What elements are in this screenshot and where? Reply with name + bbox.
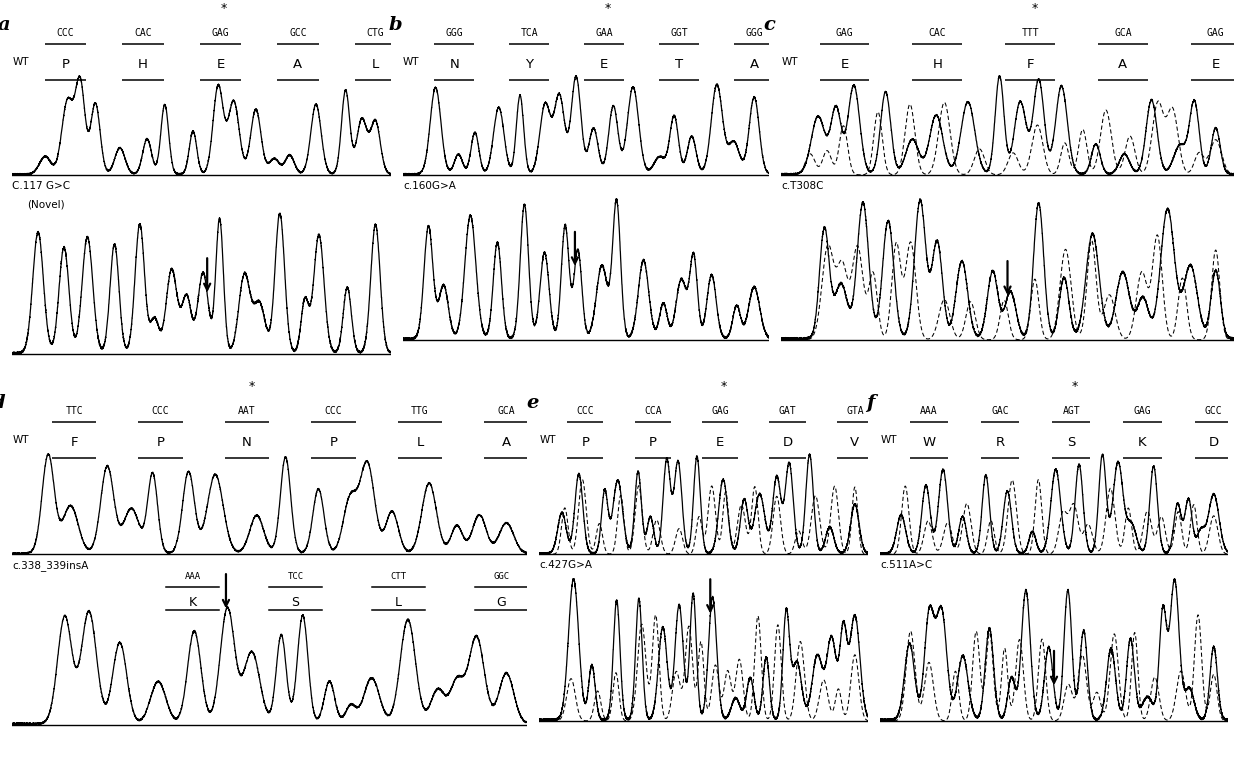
Text: GCA: GCA	[1114, 27, 1132, 38]
Text: S: S	[1068, 436, 1075, 449]
Text: *: *	[720, 380, 727, 393]
Text: GAG: GAG	[1207, 27, 1225, 38]
Text: CCA: CCA	[644, 406, 662, 416]
Text: GAT: GAT	[779, 406, 796, 416]
Text: WT: WT	[781, 56, 797, 66]
Text: c.T308C: c.T308C	[781, 181, 823, 191]
Text: GAC: GAC	[991, 406, 1009, 416]
Text: H: H	[138, 58, 148, 71]
Text: AGT: AGT	[1063, 406, 1080, 416]
Text: D: D	[1209, 436, 1219, 449]
Text: T: T	[675, 58, 683, 71]
Text: E: E	[841, 58, 848, 71]
Text: GAG: GAG	[712, 406, 729, 416]
Text: N: N	[449, 58, 459, 71]
Text: D: D	[782, 436, 792, 449]
Text: A: A	[1118, 58, 1127, 71]
Text: WT: WT	[12, 435, 29, 445]
Text: CAC: CAC	[929, 27, 946, 38]
Text: C.117 G>C: C.117 G>C	[12, 181, 71, 191]
Text: AAA: AAA	[920, 406, 937, 416]
Text: A: A	[750, 58, 759, 71]
Text: c: c	[763, 16, 775, 34]
Text: G: G	[496, 596, 506, 609]
Text: c.160G>A: c.160G>A	[403, 181, 456, 191]
Text: GCC: GCC	[1205, 406, 1223, 416]
Text: K: K	[188, 596, 197, 609]
Text: TTT: TTT	[1022, 27, 1039, 38]
Text: *: *	[1071, 380, 1078, 393]
Text: AAT: AAT	[238, 406, 255, 416]
Text: GCA: GCA	[497, 406, 516, 416]
Text: e: e	[526, 394, 538, 412]
Text: L: L	[372, 58, 379, 71]
Text: CTT: CTT	[391, 572, 407, 581]
Text: WT: WT	[539, 435, 556, 445]
Text: E: E	[715, 436, 724, 449]
Text: A: A	[502, 436, 511, 449]
Text: GAA: GAA	[595, 27, 613, 38]
Text: CAC: CAC	[134, 27, 151, 38]
Text: A: A	[294, 58, 303, 71]
Text: GCC: GCC	[289, 27, 306, 38]
Text: L: L	[394, 596, 402, 609]
Text: P: P	[582, 436, 589, 449]
Text: WT: WT	[880, 435, 897, 445]
Text: GGT: GGT	[671, 27, 688, 38]
Text: GAG: GAG	[212, 27, 229, 38]
Text: F: F	[71, 436, 78, 449]
Text: CCC: CCC	[325, 406, 342, 416]
Text: TTG: TTG	[412, 406, 429, 416]
Text: GTA: GTA	[846, 406, 864, 416]
Text: c.511A>C: c.511A>C	[880, 560, 932, 571]
Text: CTG: CTG	[367, 27, 384, 38]
Text: f: f	[867, 394, 875, 412]
Text: E: E	[1211, 58, 1220, 71]
Text: F: F	[1027, 58, 1034, 71]
Text: CCC: CCC	[151, 406, 170, 416]
Text: W: W	[923, 436, 935, 449]
Text: WT: WT	[12, 56, 29, 66]
Text: *: *	[605, 2, 611, 15]
Text: *: *	[221, 2, 227, 15]
Text: c.338_339insA: c.338_339insA	[12, 560, 89, 571]
Text: P: P	[330, 436, 337, 449]
Text: P: P	[156, 436, 165, 449]
Text: CCC: CCC	[577, 406, 594, 416]
Text: L: L	[417, 436, 424, 449]
Text: c.427G>A: c.427G>A	[539, 560, 593, 571]
Text: TCA: TCA	[521, 27, 538, 38]
Text: P: P	[61, 58, 69, 71]
Text: N: N	[242, 436, 252, 449]
Text: GAG: GAG	[836, 27, 853, 38]
Text: E: E	[600, 58, 609, 71]
Text: CCC: CCC	[57, 27, 74, 38]
Text: K: K	[1138, 436, 1147, 449]
Text: *: *	[1032, 2, 1038, 15]
Text: *: *	[249, 380, 255, 393]
Text: P: P	[649, 436, 657, 449]
Text: (Novel): (Novel)	[27, 200, 66, 210]
Text: E: E	[216, 58, 224, 71]
Text: WT: WT	[403, 56, 419, 66]
Text: GAG: GAG	[1133, 406, 1152, 416]
Text: a: a	[0, 16, 10, 34]
Text: H: H	[932, 58, 942, 71]
Text: GGG: GGG	[745, 27, 763, 38]
Text: TCC: TCC	[288, 572, 304, 581]
Text: TTC: TTC	[66, 406, 83, 416]
Text: b: b	[388, 16, 402, 34]
Text: d: d	[0, 394, 5, 412]
Text: V: V	[851, 436, 859, 449]
Text: R: R	[996, 436, 1004, 449]
Text: S: S	[291, 596, 299, 609]
Text: GGG: GGG	[445, 27, 463, 38]
Text: GGC: GGC	[494, 572, 510, 581]
Text: AAA: AAA	[185, 572, 201, 581]
Text: Y: Y	[526, 58, 533, 71]
